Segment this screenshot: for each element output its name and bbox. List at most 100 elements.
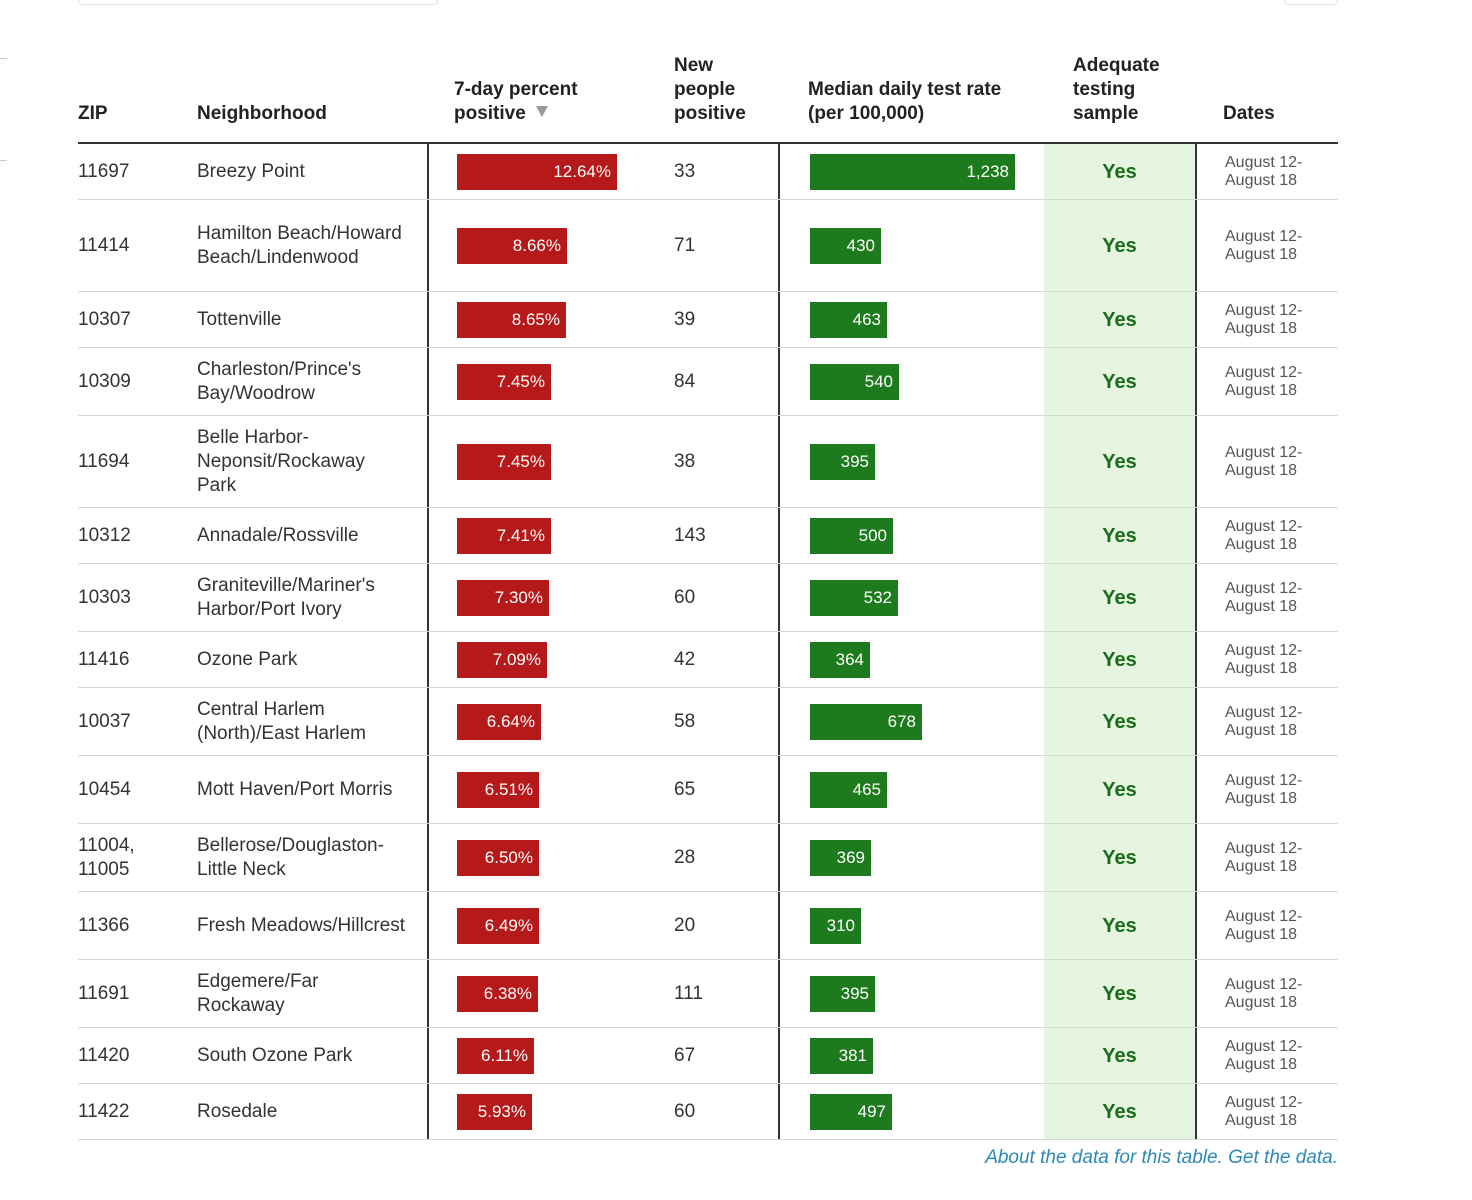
test-rate-cell: 430 bbox=[778, 200, 1044, 291]
header-dates[interactable]: Dates bbox=[1223, 103, 1275, 124]
zip-cell: 10037 bbox=[78, 710, 131, 732]
test-rate-bar: 430 bbox=[810, 227, 881, 264]
header-new-positive[interactable]: New people positive bbox=[674, 55, 746, 124]
test-rate-cell: 540 bbox=[778, 348, 1044, 415]
adequate-sample-cell: Yes bbox=[1044, 348, 1195, 415]
percent-positive-cell: 6.64% bbox=[427, 688, 778, 755]
percent-positive-bar: 6.38% bbox=[457, 975, 538, 1012]
table-row[interactable]: 11004, 11005 Bellerose/Douglaston-Little … bbox=[78, 824, 1338, 892]
test-rate-cell: 310 bbox=[778, 892, 1044, 959]
neighborhood-cell: Tottenville bbox=[197, 308, 282, 330]
test-rate-bar: 1,238 bbox=[810, 153, 1015, 190]
percent-positive-bar: 6.50% bbox=[457, 839, 539, 876]
zip-cell: 11697 bbox=[78, 160, 130, 182]
search-box-edge[interactable] bbox=[78, 0, 438, 5]
neighborhood-cell: Graniteville/Mariner's Harbor/Port Ivory bbox=[197, 574, 375, 620]
neighborhood-cell: South Ozone Park bbox=[197, 1044, 353, 1066]
test-rate-bar: 310 bbox=[810, 907, 861, 944]
zip-cell: 10454 bbox=[78, 778, 131, 800]
dates-cell: August 12- August 18 bbox=[1195, 564, 1338, 631]
zip-cell: 11004, 11005 bbox=[78, 834, 135, 880]
table-row[interactable]: 11697 Breezy Point 12.64% 33 1,238 Yes August … bbox=[78, 144, 1338, 200]
adequate-sample-cell: Yes bbox=[1044, 1028, 1195, 1083]
table-row[interactable]: 10037 Central Harlem (North)/East Harlem 6… bbox=[78, 688, 1338, 756]
divider bbox=[0, 58, 7, 59]
test-rate-bar: 463 bbox=[810, 301, 887, 338]
dates-cell: August 12- August 18 bbox=[1195, 416, 1338, 507]
test-rate-cell: 1,238 bbox=[778, 144, 1044, 199]
adequate-sample-cell: Yes bbox=[1044, 416, 1195, 507]
test-rate-bar: 364 bbox=[810, 641, 870, 678]
test-rate-cell: 369 bbox=[778, 824, 1044, 891]
percent-positive-bar: 5.93% bbox=[457, 1093, 532, 1130]
percent-positive-bar: 8.66% bbox=[457, 227, 567, 264]
table-header: ZIP Neighborhood 7-day percent positive … bbox=[78, 50, 1338, 144]
table-row[interactable]: 10307 Tottenville 8.65% 39 463 Yes August 12- … bbox=[78, 292, 1338, 348]
dates-cell: August 12- August 18 bbox=[1195, 508, 1338, 563]
test-rate-bar: 395 bbox=[810, 443, 875, 480]
percent-positive-cell: 6.11% bbox=[427, 1028, 778, 1083]
adequate-sample-cell: Yes bbox=[1044, 508, 1195, 563]
dates-cell: August 12- August 18 bbox=[1195, 632, 1338, 687]
test-rate-bar: 500 bbox=[810, 517, 893, 554]
zip-cell: 11366 bbox=[78, 914, 130, 936]
control-box-edge[interactable] bbox=[1284, 0, 1338, 5]
dates-cell: August 12- August 18 bbox=[1195, 756, 1338, 823]
neighborhood-cell: Ozone Park bbox=[197, 648, 298, 670]
neighborhood-cell: Charleston/Prince's Bay/Woodrow bbox=[197, 358, 362, 404]
neighborhood-cell: Central Harlem (North)/East Harlem bbox=[197, 698, 366, 744]
dates-cell: August 12- August 18 bbox=[1195, 1028, 1338, 1083]
percent-positive-cell: 6.38% bbox=[427, 960, 778, 1027]
neighborhood-cell: Annadale/Rossville bbox=[197, 524, 359, 546]
test-rate-bar: 497 bbox=[810, 1093, 892, 1130]
test-rate-cell: 678 bbox=[778, 688, 1044, 755]
header-zip[interactable]: ZIP bbox=[78, 103, 108, 124]
percent-positive-bar: 6.51% bbox=[457, 771, 539, 808]
table-body: 11697 Breezy Point 12.64% 33 1,238 Yes August … bbox=[78, 144, 1338, 1140]
neighborhood-cell: Fresh Meadows/Hillcrest bbox=[197, 914, 405, 936]
percent-positive-cell: 7.45% bbox=[427, 348, 778, 415]
percent-positive-cell: 6.50% bbox=[427, 824, 778, 891]
dates-cell: August 12- August 18 bbox=[1195, 1084, 1338, 1139]
percent-positive-bar: 7.45% bbox=[457, 363, 551, 400]
table-row[interactable]: 10312 Annadale/Rossville 7.41% 143 500 Yes Aug… bbox=[78, 508, 1338, 564]
percent-positive-bar: 7.45% bbox=[457, 443, 551, 480]
zip-cell: 10307 bbox=[78, 308, 131, 330]
table-row[interactable]: 11422 Rosedale 5.93% 60 497 Yes August 12- Aug… bbox=[78, 1084, 1338, 1140]
table-row[interactable]: 11366 Fresh Meadows/Hillcrest 6.49% 20 310 Ye… bbox=[78, 892, 1338, 960]
table-row[interactable]: 11416 Ozone Park 7.09% 42 364 Yes August 12- A… bbox=[78, 632, 1338, 688]
percent-positive-bar: 7.41% bbox=[457, 517, 551, 554]
zip-cell: 11422 bbox=[78, 1100, 130, 1122]
table-row[interactable]: 11691 Edgemere/Far Rockaway 6.38% 111 395 Yes… bbox=[78, 960, 1338, 1028]
percent-positive-bar: 7.09% bbox=[457, 641, 547, 678]
header-neighborhood[interactable]: Neighborhood bbox=[197, 103, 327, 124]
sort-descending-icon[interactable] bbox=[535, 106, 548, 117]
get-data-link[interactable]: Get the data. bbox=[1228, 1147, 1338, 1168]
zip-cell: 11691 bbox=[78, 982, 130, 1004]
neighborhood-cell: Mott Haven/Port Morris bbox=[197, 778, 393, 800]
zip-cell: 11694 bbox=[78, 450, 130, 472]
table-row[interactable]: 11694 Belle Harbor-Neponsit/Rockaway Park… bbox=[78, 416, 1338, 508]
dates-cell: August 12- August 18 bbox=[1195, 292, 1338, 347]
percent-positive-cell: 7.30% bbox=[427, 564, 778, 631]
header-test-rate[interactable]: Median daily test rate (per 100,000) bbox=[808, 79, 1002, 124]
table-row[interactable]: 10454 Mott Haven/Port Morris 6.51% 65 465 Yes… bbox=[78, 756, 1338, 824]
percent-positive-bar: 6.11% bbox=[457, 1037, 534, 1074]
header-adequate[interactable]: Adequate testing sample bbox=[1073, 55, 1160, 124]
percent-positive-bar: 7.30% bbox=[457, 579, 549, 616]
percent-positive-cell: 12.64% bbox=[427, 144, 778, 199]
table-row[interactable]: 10309 Charleston/Prince's Bay/Woodrow 7.45… bbox=[78, 348, 1338, 416]
about-data-link[interactable]: About the data for this table. bbox=[985, 1147, 1223, 1168]
test-rate-cell: 463 bbox=[778, 292, 1044, 347]
table-row[interactable]: 10303 Graniteville/Mariner's Harbor/Port … bbox=[78, 564, 1338, 632]
header-percent-positive[interactable]: 7-day percent positive bbox=[454, 78, 578, 126]
table-row[interactable]: 11420 South Ozone Park 6.11% 67 381 Yes August… bbox=[78, 1028, 1338, 1084]
dates-cell: August 12- August 18 bbox=[1195, 144, 1338, 199]
test-rate-cell: 500 bbox=[778, 508, 1044, 563]
test-rate-cell: 395 bbox=[778, 416, 1044, 507]
test-rate-bar: 381 bbox=[810, 1037, 873, 1074]
table-row[interactable]: 11414 Hamilton Beach/Howard Beach/Lindenw… bbox=[78, 200, 1338, 292]
adequate-sample-cell: Yes bbox=[1044, 892, 1195, 959]
test-rate-bar: 369 bbox=[810, 839, 871, 876]
